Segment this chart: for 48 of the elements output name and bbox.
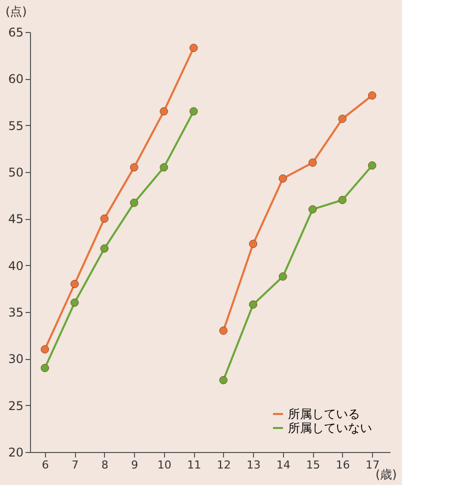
point	[278, 174, 288, 183]
point	[70, 280, 79, 288]
x-tick-label: 8	[101, 458, 108, 472]
point	[130, 198, 138, 207]
y-tick-label: 35	[8, 306, 24, 320]
legend-label: 所属していない	[288, 421, 372, 435]
point	[190, 107, 198, 116]
y-tick-label: 45	[8, 212, 24, 226]
point	[160, 163, 168, 172]
x-tick-label: 7	[72, 458, 79, 472]
x-tick-label: 14	[276, 458, 290, 472]
legend-label: 所属している	[288, 407, 360, 421]
y-tick-label: 20	[8, 446, 24, 460]
point	[100, 244, 109, 253]
x-tick-label: 11	[187, 458, 202, 472]
point	[308, 158, 317, 167]
point	[368, 91, 376, 100]
x-tick-label: 16	[336, 458, 350, 472]
point	[219, 376, 228, 384]
y-tick-label: 65	[8, 26, 24, 40]
point	[368, 161, 376, 170]
y-tick-label: 50	[8, 166, 24, 180]
point	[338, 114, 347, 123]
y-axis-title: (点)	[6, 4, 27, 18]
point	[278, 272, 288, 281]
point	[190, 44, 198, 52]
point	[338, 196, 347, 204]
point	[40, 364, 49, 372]
point	[70, 298, 79, 307]
x-tick-label: 10	[157, 458, 172, 472]
point	[308, 205, 317, 214]
y-tick-label: 60	[8, 72, 24, 86]
point	[160, 107, 168, 116]
point	[219, 326, 228, 335]
y-tick-label: 30	[8, 352, 24, 366]
point	[249, 300, 258, 309]
x-tick-label: 12	[216, 458, 231, 472]
x-tick-label: 6	[42, 458, 49, 472]
x-tick-label: 15	[306, 458, 320, 472]
point	[249, 240, 258, 248]
point	[130, 163, 138, 172]
point	[40, 345, 49, 354]
y-tick-label: 55	[8, 118, 24, 133]
y-tick-label: 40	[8, 258, 24, 273]
point	[100, 214, 109, 223]
x-tick-label: 13	[246, 458, 261, 472]
y-tick-label: 25	[8, 398, 24, 413]
x-tick-label: 9	[131, 458, 138, 472]
